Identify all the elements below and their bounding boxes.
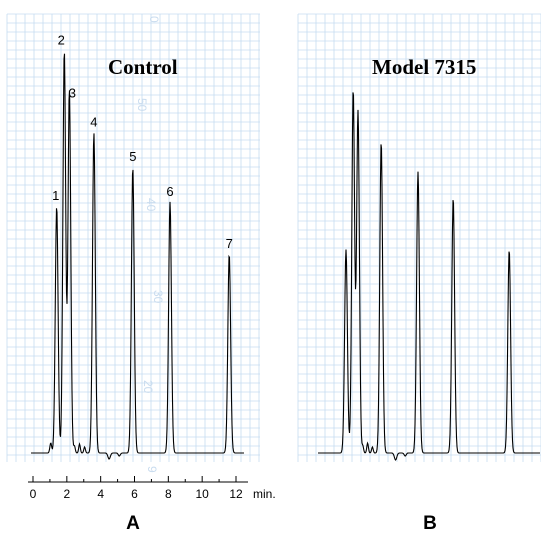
peak-label: 4 xyxy=(90,115,97,130)
panel-b-title: Model 7315 xyxy=(372,55,476,79)
x-axis-tick-label: 2 xyxy=(63,487,70,501)
x-axis-tick-label: 4 xyxy=(97,487,104,501)
chart-paper-scale-number: 50 xyxy=(135,98,149,112)
x-axis-label: min. xyxy=(253,487,276,501)
panel-a-label: A xyxy=(126,513,140,533)
chart-paper-scale-number: 0 xyxy=(147,16,161,23)
x-axis-ticks: 0 2 4 6 8 10 12 xyxy=(30,476,243,501)
chart-paper-scale-number: 40 xyxy=(144,198,158,212)
x-axis-tick-label: 6 xyxy=(131,487,138,501)
panel-a-grid xyxy=(6,13,260,462)
x-axis-tick-label: 0 xyxy=(30,487,37,501)
x-axis: 0 2 4 6 8 10 12 min. xyxy=(28,476,276,501)
chart-paper-scale-number: 30 xyxy=(151,290,165,304)
peak-label: 3 xyxy=(69,85,76,100)
chart-paper-scale-number: 20 xyxy=(141,380,155,394)
x-axis-tick-label: 10 xyxy=(195,487,209,501)
panel-a-peak-labels: 1 2 34 5 6 7 xyxy=(52,32,233,251)
peak-label: 1 xyxy=(52,188,59,203)
peak-label: 6 xyxy=(166,184,173,199)
panel-b-chart: Model 7315 B xyxy=(297,13,541,533)
panel-a-trace xyxy=(31,53,244,460)
panel-b-trace xyxy=(318,92,540,461)
peak-label: 5 xyxy=(129,149,136,164)
chart-paper-scale-number: 9 xyxy=(145,466,159,473)
x-axis-tick-label: 8 xyxy=(165,487,172,501)
peak-label: 7 xyxy=(226,236,233,251)
peak-label: 2 xyxy=(58,32,65,47)
panel-a-chart-paper-scale: 0 50 40 30 20 9 xyxy=(135,16,165,473)
x-axis-tick-label: 12 xyxy=(229,487,243,501)
panel-b-label: B xyxy=(423,513,437,533)
panel-a-title: Control xyxy=(108,55,178,79)
